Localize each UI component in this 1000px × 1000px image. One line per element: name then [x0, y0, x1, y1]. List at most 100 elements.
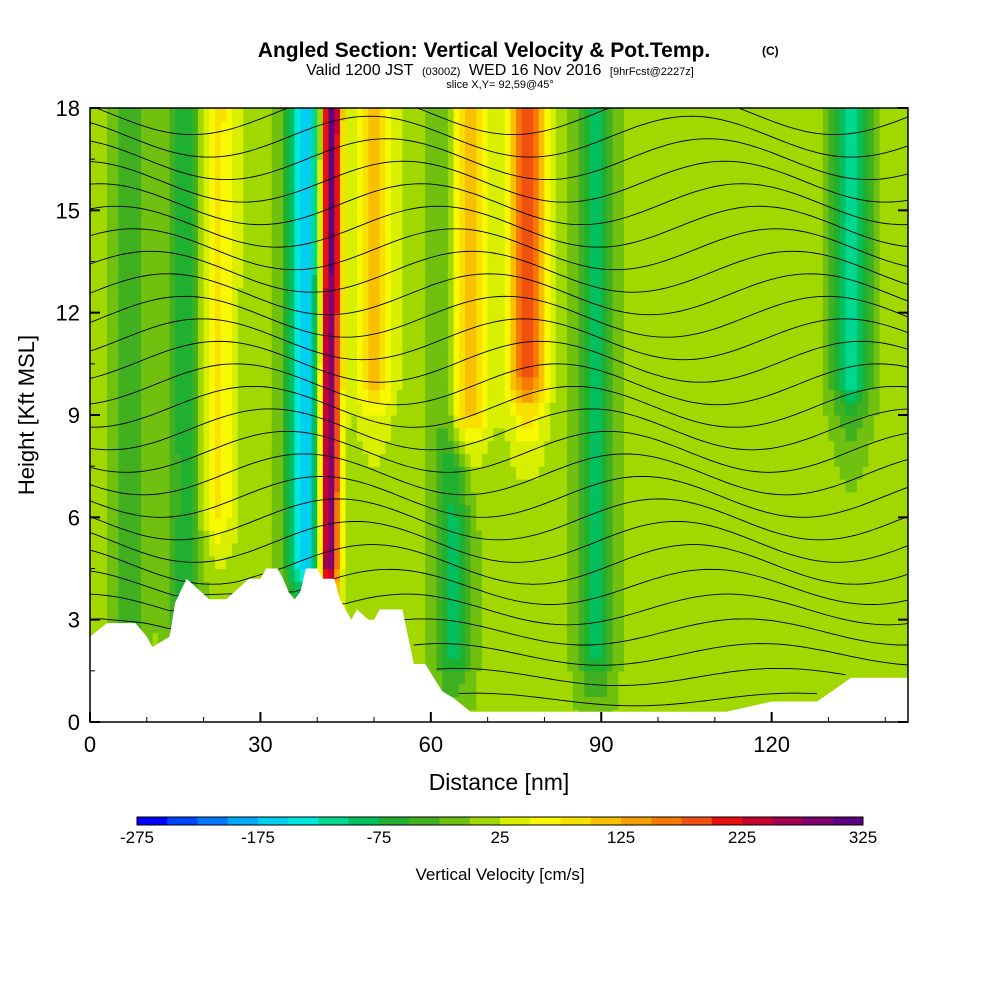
velocity-cell — [300, 338, 307, 352]
velocity-cell — [305, 415, 313, 429]
velocity-cell — [305, 338, 313, 352]
velocity-cell — [459, 133, 466, 147]
velocity-cell — [436, 645, 443, 659]
velocity-cell — [510, 210, 517, 224]
velocity-cell — [493, 312, 500, 327]
velocity-cell — [413, 287, 421, 301]
velocity-cell — [459, 478, 466, 493]
velocity-cell — [544, 376, 551, 391]
velocity-cell — [521, 287, 528, 301]
velocity-cell — [322, 299, 330, 314]
velocity-cell — [623, 530, 631, 544]
velocity-cell — [481, 504, 489, 518]
velocity-cell — [283, 453, 290, 467]
velocity-cell — [271, 235, 279, 250]
velocity-cell — [442, 466, 449, 480]
velocity-cell — [277, 491, 284, 506]
velocity-cell — [493, 594, 500, 608]
velocity-cell — [351, 594, 358, 608]
velocity-cell — [550, 427, 557, 442]
velocity-cell — [641, 619, 648, 634]
velocity-cell — [425, 453, 432, 467]
velocity-cell — [169, 108, 176, 122]
velocity-cell — [243, 453, 250, 467]
velocity-cell — [453, 504, 460, 518]
velocity-cell — [470, 555, 477, 570]
velocity-cell — [459, 261, 466, 275]
velocity-cell — [669, 632, 676, 646]
velocity-cell — [447, 683, 455, 698]
velocity-cell — [601, 555, 608, 570]
velocity-cell — [499, 568, 506, 582]
velocity-cell — [459, 581, 466, 595]
velocity-cell — [226, 274, 233, 288]
velocity-cell — [277, 120, 284, 135]
velocity-cell — [90, 274, 97, 288]
velocity-cell — [232, 542, 239, 557]
velocity-cell — [618, 325, 625, 339]
velocity-cell — [436, 338, 443, 352]
velocity-cell — [322, 555, 330, 570]
velocity-cell — [396, 427, 404, 442]
velocity-cell — [152, 299, 159, 314]
velocity-cell — [271, 287, 279, 301]
velocity-cell — [203, 235, 210, 250]
velocity-cell — [90, 325, 97, 339]
velocity-cell — [203, 466, 210, 480]
velocity-cell — [464, 235, 472, 250]
velocity-cell — [527, 210, 534, 224]
velocity-cell — [516, 210, 523, 224]
velocity-cell — [135, 248, 142, 263]
velocity-cell — [169, 325, 176, 339]
velocity-cell — [249, 402, 256, 416]
velocity-cell — [220, 287, 227, 301]
velocity-cell — [658, 325, 665, 339]
velocity-cell — [481, 274, 489, 288]
velocity-cell — [294, 427, 301, 442]
velocity-cell — [351, 491, 358, 506]
velocity-cell — [550, 120, 557, 135]
velocity-cell — [652, 338, 659, 352]
velocity-cell — [266, 517, 273, 531]
velocity-cell — [339, 146, 347, 160]
velocity-cell — [362, 530, 369, 544]
velocity-cell — [271, 197, 279, 211]
velocity-cell — [254, 530, 262, 544]
velocity-cell — [555, 171, 563, 186]
velocity-cell — [499, 683, 506, 698]
velocity-cell — [641, 197, 648, 211]
velocity-cell — [141, 146, 148, 160]
velocity-cell — [328, 530, 335, 544]
velocity-cell — [652, 274, 659, 288]
velocity-cell — [322, 478, 330, 493]
velocity-cell — [118, 491, 125, 506]
velocity-cell — [487, 351, 494, 365]
velocity-cell — [220, 108, 227, 122]
velocity-cell — [186, 351, 193, 365]
velocity-cell — [169, 466, 176, 480]
velocity-cell — [311, 351, 318, 365]
velocity-cell — [169, 402, 176, 416]
velocity-cell — [652, 312, 659, 327]
velocity-cell — [169, 338, 176, 352]
velocity-cell — [158, 466, 165, 480]
velocity-cell — [180, 491, 188, 506]
velocity-cell — [669, 440, 676, 454]
velocity-cell — [152, 159, 159, 173]
velocity-cell — [294, 235, 301, 250]
velocity-cell — [311, 159, 318, 173]
velocity-cell — [311, 555, 318, 570]
velocity-cell — [521, 108, 528, 122]
velocity-cell — [601, 491, 608, 506]
velocity-cell — [209, 440, 216, 454]
velocity-cell — [516, 530, 523, 544]
velocity-cell — [436, 376, 443, 391]
velocity-cell — [249, 171, 256, 186]
velocity-cell — [601, 363, 608, 378]
velocity-cell — [294, 261, 301, 275]
velocity-cell — [447, 325, 455, 339]
velocity-cell — [226, 415, 233, 429]
velocity-cell — [203, 542, 210, 557]
velocity-cell — [300, 555, 307, 570]
velocity-cell — [283, 466, 290, 480]
